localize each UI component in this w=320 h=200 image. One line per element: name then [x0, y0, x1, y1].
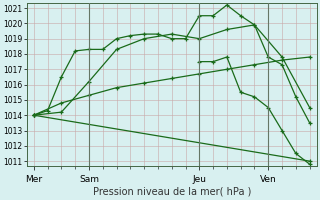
X-axis label: Pression niveau de la mer( hPa ): Pression niveau de la mer( hPa ) [92, 187, 251, 197]
